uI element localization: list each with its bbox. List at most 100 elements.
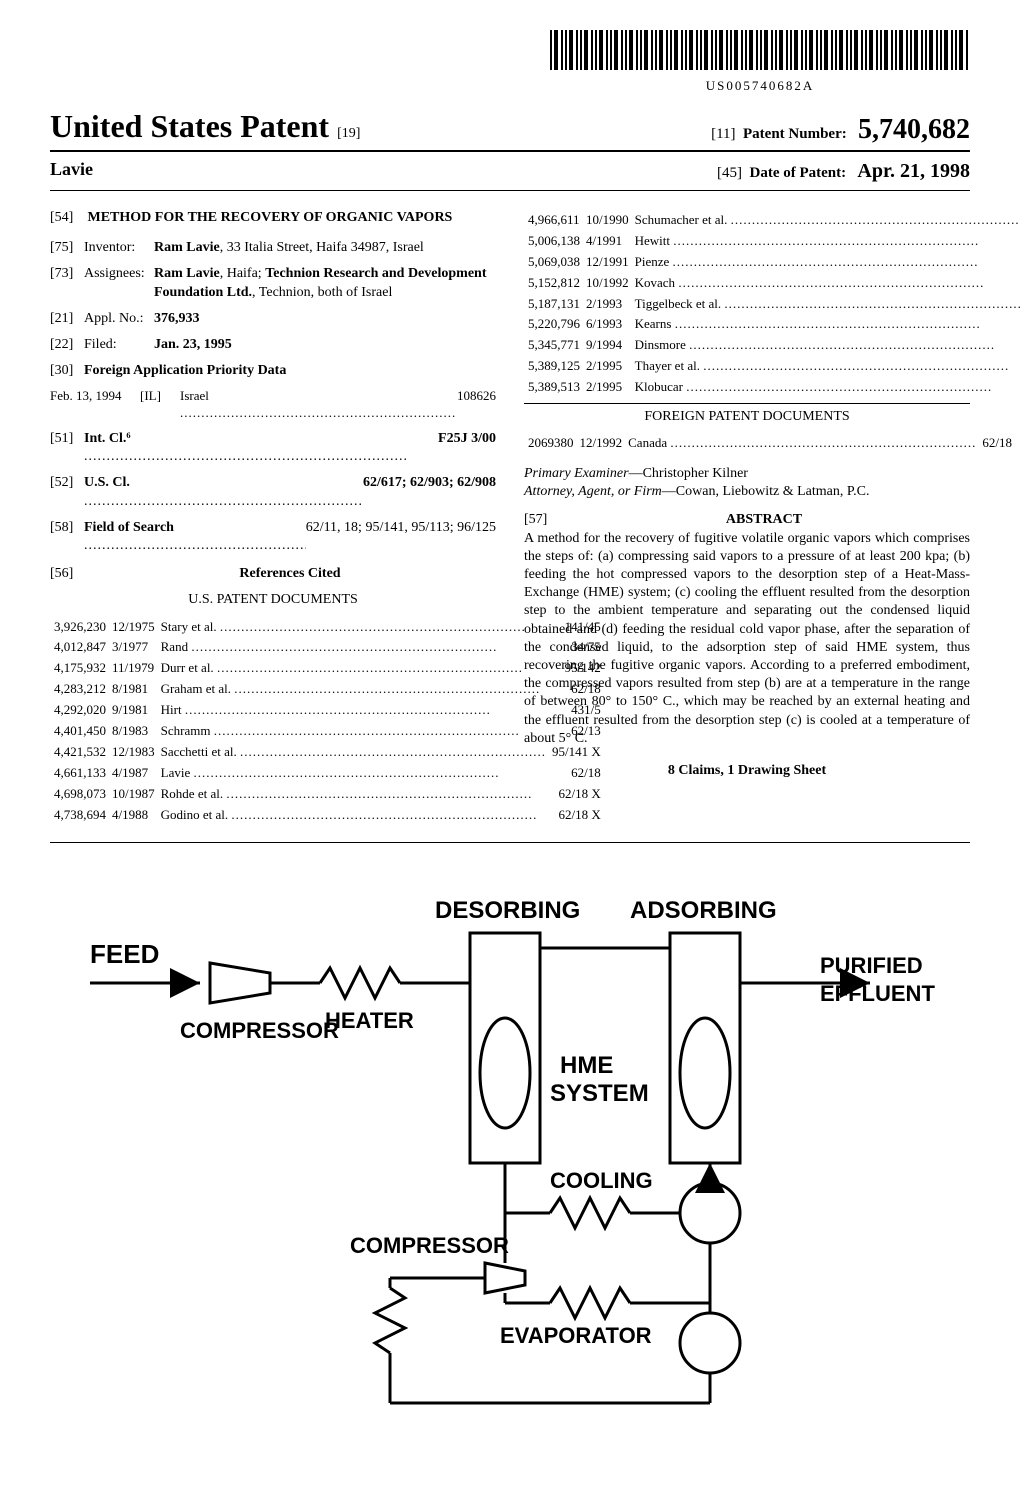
label-adsorbing: ADSORBING bbox=[630, 897, 777, 924]
foreign-priority-row: Feb. 13, 1994 [IL] Israel 108626 bbox=[50, 388, 496, 422]
ref-date: 10/1992 bbox=[584, 274, 631, 293]
ref-author: Lavie bbox=[159, 764, 548, 783]
ref-author: Hewitt bbox=[633, 232, 1020, 251]
subheader-row: Lavie [45] Date of Patent: Apr. 21, 1998 bbox=[50, 154, 970, 191]
applno-bracket: [21] bbox=[50, 310, 84, 328]
label-heater: HEATER bbox=[325, 1008, 414, 1033]
pn-label: Patent Number: bbox=[743, 126, 847, 142]
applno-row: [21] Appl. No.: 376,933 bbox=[50, 310, 496, 328]
ref-date: 2/1993 bbox=[584, 295, 631, 314]
ref-date: 8/1983 bbox=[110, 722, 157, 741]
patent-authority: United States Patent [19] bbox=[50, 106, 360, 148]
applno-value: 376,933 bbox=[154, 311, 200, 326]
ref-num: 5,220,796 bbox=[526, 315, 582, 334]
uscl-label: U.S. Cl. bbox=[84, 475, 130, 490]
us-docs-label: U.S. PATENT DOCUMENTS bbox=[50, 591, 496, 609]
reference-row: 3,926,23012/1975Stary et al. 141/45 bbox=[52, 618, 603, 637]
reference-row: 4,966,61110/1990Schumacher et al. 95/141… bbox=[526, 211, 1020, 230]
fp-country-code: [IL] bbox=[140, 388, 180, 422]
assignees-row: [73] Assignees: Ram Lavie, Haifa; Techni… bbox=[50, 265, 496, 301]
label-desorbing: DESORBING bbox=[435, 897, 580, 924]
reference-row: 206938012/1992Canada 62/18 bbox=[526, 434, 1014, 453]
foreign-docs-label: FOREIGN PATENT DOCUMENTS bbox=[524, 408, 970, 426]
ref-num: 4,283,212 bbox=[52, 680, 108, 699]
ref-author: Schramm bbox=[159, 722, 548, 741]
ref-author: Schumacher et al. bbox=[633, 211, 1020, 230]
abstract-heading-row: [57] ABSTRACT bbox=[524, 511, 970, 529]
section-divider bbox=[50, 842, 970, 843]
foreign-refs-table: 206938012/1992Canada 62/18 bbox=[524, 432, 1016, 455]
process-diagram: FEED COMPRESSOR HEATER DESORBING ADSORBI… bbox=[50, 873, 970, 1433]
filed-label: Filed: bbox=[84, 336, 154, 354]
inventor-row: [75] Inventor: Ram Lavie, 33 Italia Stre… bbox=[50, 239, 496, 257]
ref-num: 5,006,138 bbox=[526, 232, 582, 251]
ref-num: 4,966,611 bbox=[526, 211, 582, 230]
reference-row: 4,421,53212/1983Sacchetti et al. 95/141 … bbox=[52, 743, 603, 762]
ref-author: Tiggelbeck et al. bbox=[633, 295, 1020, 314]
reference-row: 4,738,6944/1988Godino et al. 62/18 X bbox=[52, 806, 603, 825]
reference-row: 4,292,0209/1981Hirt 431/5 bbox=[52, 701, 603, 720]
label-compressor2: COMPRESSOR bbox=[350, 1233, 509, 1258]
us-refs-table-left: 3,926,23012/1975Stary et al. 141/454,012… bbox=[50, 616, 605, 827]
ref-date: 9/1994 bbox=[584, 336, 631, 355]
ref-num: 4,292,020 bbox=[52, 701, 108, 720]
attorney-label: Attorney, Agent, or Firm bbox=[524, 484, 662, 499]
assignees-bracket: [73] bbox=[50, 265, 84, 301]
title-text: METHOD FOR THE RECOVERY OF ORGANIC VAPOR… bbox=[88, 210, 453, 225]
header-row: United States Patent [19] [11] Patent Nu… bbox=[50, 106, 970, 152]
reference-row: 5,220,7966/1993Kearns 62/18 bbox=[526, 315, 1020, 334]
uscl-row: [52] U.S. Cl. 62/617; 62/903; 62/908 bbox=[50, 474, 496, 510]
ref-date: 12/1975 bbox=[110, 618, 157, 637]
ref-author: Durr et al. bbox=[159, 659, 548, 678]
label-hme2: SYSTEM bbox=[550, 1080, 649, 1107]
ref-date: 3/1977 bbox=[110, 638, 157, 657]
references-heading-row: [56] References Cited bbox=[50, 565, 496, 583]
ref-num: 3,926,230 bbox=[52, 618, 108, 637]
ref-author: Rohde et al. bbox=[159, 785, 548, 804]
fp-number: 108626 bbox=[457, 388, 496, 422]
reference-row: 5,006,1384/1991Hewitt 62/18 bbox=[526, 232, 1020, 251]
fp-date: Feb. 13, 1994 bbox=[50, 388, 140, 422]
ref-author: Sacchetti et al. bbox=[159, 743, 548, 762]
ref-num: 2069380 bbox=[526, 434, 576, 453]
inventor-name: Ram Lavie bbox=[154, 240, 220, 255]
ref-num: 5,345,771 bbox=[526, 336, 582, 355]
ref-num: 4,401,450 bbox=[52, 722, 108, 741]
divider bbox=[524, 403, 970, 404]
ref-date: 4/1988 bbox=[110, 806, 157, 825]
ref-author: Hirt bbox=[159, 701, 548, 720]
fp-bracket: [30] bbox=[50, 362, 84, 380]
claims-line: 8 Claims, 1 Drawing Sheet bbox=[524, 762, 970, 780]
ref-date: 12/1992 bbox=[578, 434, 625, 453]
ref-date: 12/1983 bbox=[110, 743, 157, 762]
inventor-bracket: [75] bbox=[50, 239, 84, 257]
patent-date-block: [45] Date of Patent: Apr. 21, 1998 bbox=[717, 158, 970, 184]
reference-row: 4,012,8473/1977Rand 34/75 bbox=[52, 638, 603, 657]
filed-row: [22] Filed: Jan. 23, 1995 bbox=[50, 336, 496, 354]
ref-date: 2/1995 bbox=[584, 378, 631, 397]
label-purified2: EFFLUENT bbox=[820, 981, 935, 1006]
ref-author: Thayer et al. bbox=[633, 357, 1020, 376]
right-column: 4,966,61110/1990Schumacher et al. 95/141… bbox=[524, 209, 970, 827]
ref-date: 6/1993 bbox=[584, 315, 631, 334]
reference-row: 5,069,03812/1991Pienze 62/18 bbox=[526, 253, 1020, 272]
label-evaporator: EVAPORATOR bbox=[500, 1323, 652, 1348]
ref-author: Kovach bbox=[633, 274, 1020, 293]
ref-num: 4,738,694 bbox=[52, 806, 108, 825]
abstract-label: ABSTRACT bbox=[726, 512, 802, 527]
examiner-row: Primary Examiner—Christopher Kilner bbox=[524, 465, 970, 483]
ref-num: 4,661,133 bbox=[52, 764, 108, 783]
ref-date: 4/1991 bbox=[584, 232, 631, 251]
ref-class: 62/18 bbox=[980, 434, 1014, 453]
search-value: 62/11, 18; 95/141, 95/113; 96/125 bbox=[306, 519, 496, 555]
title-bracket: [54] bbox=[50, 209, 84, 227]
left-column: [54] METHOD FOR THE RECOVERY OF ORGANIC … bbox=[50, 209, 496, 827]
patent-number-block: [11] Patent Number: 5,740,682 bbox=[711, 112, 970, 148]
barcode-graphic bbox=[550, 30, 970, 70]
ref-date: 8/1981 bbox=[110, 680, 157, 699]
ref-date: 2/1995 bbox=[584, 357, 631, 376]
reference-row: 4,283,2128/1981Graham et al. 62/18 bbox=[52, 680, 603, 699]
reference-row: 4,401,4508/1983Schramm 62/13 bbox=[52, 722, 603, 741]
refs-bracket: [56] bbox=[50, 565, 84, 583]
abstract-bracket: [57] bbox=[524, 511, 558, 529]
